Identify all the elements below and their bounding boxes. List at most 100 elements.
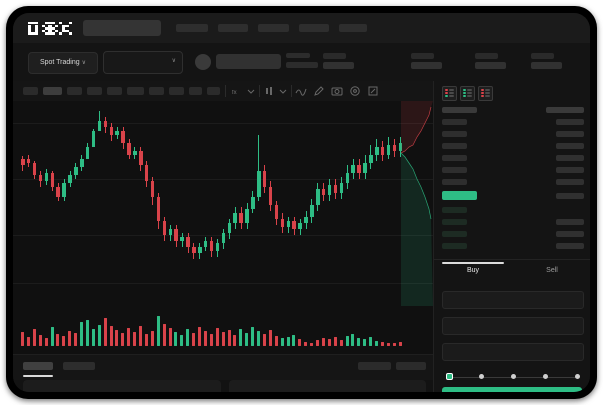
candle-body <box>274 205 279 219</box>
orderbook-ask-row[interactable] <box>442 155 467 161</box>
chevron-down-icon[interactable] <box>277 85 289 97</box>
orderbook-last-size <box>556 193 584 199</box>
candle-body <box>239 213 243 223</box>
volume-bar <box>239 329 243 346</box>
orderbook-ask-row[interactable] <box>442 131 467 137</box>
trading-pair-dropdown[interactable]: ∨ <box>103 51 183 74</box>
top-navigation-bar <box>13 13 590 43</box>
okx-logo[interactable] <box>28 22 73 35</box>
line-tool-icon[interactable] <box>295 85 307 97</box>
market-type-label: Spot Trading <box>39 59 80 66</box>
candle-body <box>127 143 131 155</box>
slider-node-0[interactable] <box>446 373 453 380</box>
orderbook-bid-row[interactable] <box>442 231 467 237</box>
candle-body <box>316 189 320 205</box>
nav-item-2[interactable] <box>218 24 248 32</box>
candle-body <box>386 145 391 155</box>
timeframe-button-2[interactable] <box>43 87 62 95</box>
settings-icon[interactable] <box>349 85 361 97</box>
orderbook-bid-row[interactable] <box>442 243 467 249</box>
nav-item-5[interactable] <box>339 24 367 32</box>
volume-bar <box>363 339 367 346</box>
bottom-card-left[interactable] <box>23 380 221 392</box>
amount-percent-slider[interactable] <box>444 373 581 381</box>
tab-open-orders[interactable] <box>23 362 53 370</box>
volume-bar <box>121 333 125 346</box>
candle-body <box>209 241 214 251</box>
camera-icon[interactable] <box>331 85 343 97</box>
timeframe-button-1[interactable] <box>23 87 38 95</box>
timeframe-button-10[interactable] <box>207 87 220 95</box>
candle-body <box>333 185 338 193</box>
slider-node-100[interactable] <box>575 374 580 379</box>
candle-body <box>268 187 273 205</box>
tab-action-1[interactable] <box>358 362 391 370</box>
amount-field[interactable] <box>442 317 584 335</box>
timeframe-button-5[interactable] <box>107 87 122 95</box>
timeframe-button-6[interactable] <box>127 87 144 95</box>
market-type-dropdown[interactable]: Spot Trading ∨ <box>28 52 98 74</box>
volume-bar <box>198 327 201 346</box>
candle-body <box>298 223 302 229</box>
tab-order-history[interactable] <box>63 362 95 370</box>
volume-bar <box>109 326 113 346</box>
orderbook-ask-row[interactable] <box>442 179 467 185</box>
slider-node-25[interactable] <box>479 374 484 379</box>
timeframe-button-9[interactable] <box>189 87 202 95</box>
volume-bar <box>26 337 30 346</box>
slider-node-50[interactable] <box>511 374 516 379</box>
fullscreen-icon[interactable] <box>367 85 379 97</box>
indicator-icon[interactable]: fx <box>231 85 243 97</box>
nav-item-1[interactable] <box>176 24 208 32</box>
orderbook-ask-row[interactable] <box>442 143 467 149</box>
volume-bar <box>327 339 331 346</box>
pencil-icon[interactable] <box>313 85 325 97</box>
volume-bar <box>262 334 266 346</box>
orderbook-mode-both[interactable] <box>442 86 457 101</box>
timeframe-button-4[interactable] <box>87 87 102 95</box>
timeframe-button-8[interactable] <box>169 87 184 95</box>
candle-body <box>80 159 84 167</box>
volume-bar <box>292 335 296 346</box>
orderbook-bid-row[interactable] <box>442 207 467 213</box>
slider-node-75[interactable] <box>543 374 548 379</box>
orderbook-ask-size <box>556 155 584 161</box>
volume-bar <box>139 326 142 346</box>
total-field[interactable] <box>442 343 584 361</box>
orderbook-panel: Buy Sell <box>433 81 590 392</box>
candle-body <box>357 165 361 173</box>
orderbook-mode-asks[interactable] <box>478 86 493 101</box>
price-field[interactable] <box>442 291 584 309</box>
toolbar-divider-1 <box>225 85 226 97</box>
chart-type-icon[interactable] <box>263 85 275 97</box>
volume-bar <box>316 340 319 346</box>
search-input[interactable] <box>83 20 161 36</box>
candlestick-chart[interactable] <box>13 101 433 306</box>
orderbook-ask-row[interactable] <box>442 167 467 173</box>
place-buy-order-button[interactable] <box>442 387 582 392</box>
candle-body <box>215 243 220 251</box>
timeframe-button-3[interactable] <box>67 87 82 95</box>
volume-bar <box>280 338 284 346</box>
candle-body <box>398 143 403 151</box>
orderbook-last-price <box>442 191 477 200</box>
candle-body <box>257 171 261 197</box>
volume-bar <box>339 340 343 346</box>
candle-body <box>304 217 308 223</box>
chevron-down-icon: ∨ <box>171 58 176 64</box>
orderbook-ask-row[interactable] <box>442 119 467 125</box>
tab-action-2[interactable] <box>396 362 426 370</box>
timeframe-button-7[interactable] <box>149 87 164 95</box>
volume-bar <box>245 333 249 346</box>
candle-body <box>32 163 37 175</box>
bottom-card-right[interactable] <box>229 380 426 392</box>
orderbook-mode-bids[interactable] <box>460 86 475 101</box>
chevron-down-icon[interactable] <box>245 85 257 97</box>
chart-toolbar: fx <box>13 81 433 102</box>
nav-item-4[interactable] <box>299 24 329 32</box>
tab-buy[interactable]: Buy <box>466 267 480 274</box>
volume-bar <box>357 338 361 346</box>
tab-sell[interactable]: Sell <box>546 267 558 274</box>
nav-item-3[interactable] <box>258 24 289 32</box>
orderbook-bid-row[interactable] <box>442 219 467 225</box>
